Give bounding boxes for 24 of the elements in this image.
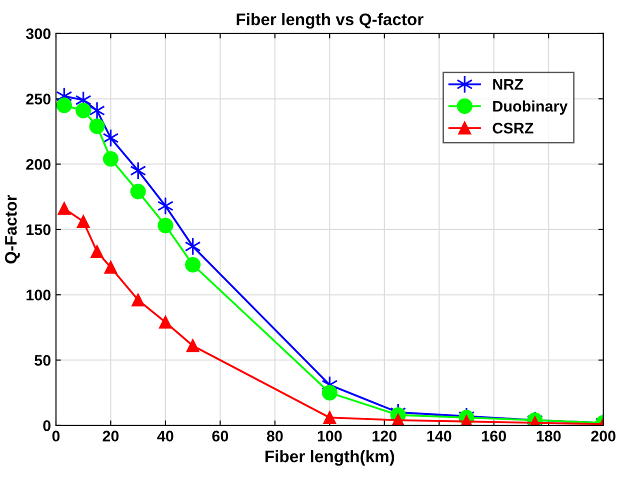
x-tick-label: 180 bbox=[536, 430, 561, 442]
x-tick-label: 120 bbox=[372, 430, 397, 442]
x-tick-label: 140 bbox=[427, 430, 452, 442]
x-tick-label: 80 bbox=[266, 430, 283, 442]
x-tick-label: 40 bbox=[157, 430, 174, 442]
y-axis-title: Q-Factor bbox=[4, 194, 20, 264]
y-tick-label: 200 bbox=[26, 158, 50, 170]
x-tick-label: 160 bbox=[482, 430, 506, 442]
x-tick-label: 60 bbox=[212, 430, 228, 442]
y-tick-label: 50 bbox=[34, 354, 50, 366]
x-axis-title: Fiber length(km) bbox=[266, 450, 394, 466]
legend-label: NRZ bbox=[493, 79, 524, 90]
y-tick-label: 150 bbox=[26, 224, 50, 236]
y-tick-label: 300 bbox=[26, 28, 50, 40]
y-tick-label: 0 bbox=[43, 420, 50, 432]
x-tick-label: 0 bbox=[52, 430, 60, 442]
x-tick-label: 100 bbox=[318, 430, 342, 442]
x-tick-label: 20 bbox=[102, 430, 119, 442]
y-tick-label: 100 bbox=[26, 290, 50, 300]
chart-title: Fiber length vs Q-factor bbox=[236, 13, 424, 29]
y-tick-label: 250 bbox=[26, 94, 50, 104]
x-tick-label: 200 bbox=[591, 430, 616, 442]
legend-label: Duobinary bbox=[493, 100, 568, 115]
legend-label: CSRZ bbox=[492, 122, 534, 134]
